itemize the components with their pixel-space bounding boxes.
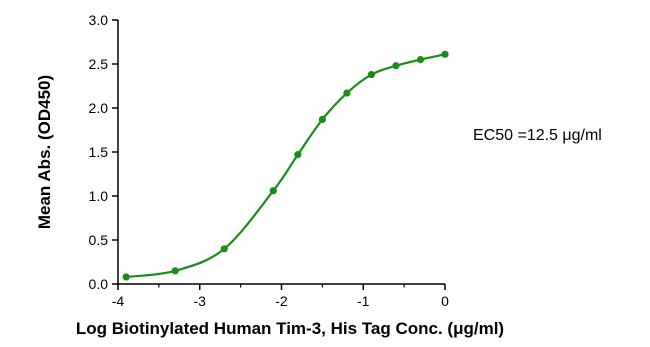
y-tick-label: 2.0 <box>89 100 109 116</box>
data-point <box>367 70 376 79</box>
y-tick-label: 3.0 <box>89 12 109 28</box>
y-tick-label: 2.5 <box>89 56 109 72</box>
x-tick-label: -2 <box>275 293 288 309</box>
x-axis-title: Log Biotinylated Human Tim-3, His Tag Co… <box>76 319 504 338</box>
y-tick-label: 1.0 <box>89 188 109 204</box>
fit-curve <box>126 53 446 279</box>
x-tick-label: -1 <box>357 293 370 309</box>
data-points <box>122 50 449 281</box>
data-point <box>269 187 277 195</box>
x-tick-label: 0 <box>441 293 449 309</box>
data-point <box>294 151 302 159</box>
data-point <box>122 273 130 281</box>
data-point <box>392 62 400 70</box>
fit-curve-layer <box>126 53 446 279</box>
tick-labels: -4 -3 -2 -1 0 0.0 0.5 1.0 1.5 2.0 2.5 3.0 <box>89 12 450 309</box>
data-point <box>441 50 449 58</box>
data-point <box>220 245 228 253</box>
data-point <box>171 267 179 275</box>
x-tick-label: -4 <box>112 293 125 309</box>
axes <box>112 19 446 290</box>
ec50-annotation: EC50 =12.5 μg/ml <box>473 127 602 144</box>
y-tick-label: 0.0 <box>89 276 109 292</box>
y-tick-label: 0.5 <box>89 232 109 248</box>
y-axis-title: Mean Abs. (OD450) <box>35 75 54 229</box>
data-point <box>416 56 425 64</box>
data-point <box>318 115 326 124</box>
data-point <box>343 89 351 97</box>
x-tick-label: -3 <box>194 293 207 309</box>
y-tick-label: 1.5 <box>89 144 109 160</box>
